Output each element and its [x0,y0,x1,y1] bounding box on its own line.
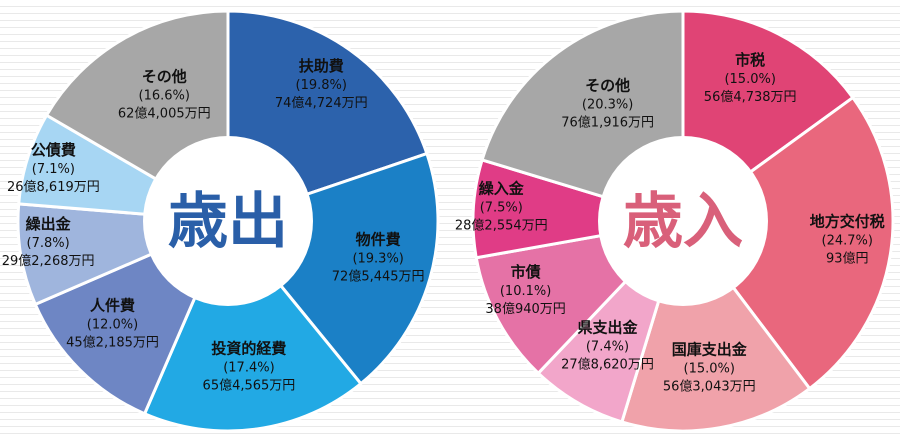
slice-name: 県支出金 [577,319,638,337]
slice-label: その他 (20.3%) 76億1,916万円 [561,77,654,131]
slice-amount: 38億940万円 [485,301,565,317]
chart-center-title: 歳入 [623,187,743,257]
slice-label: 県支出金 (7.4%) 27億8,620万円 [561,319,654,373]
slice-amount: 45億2,185万円 [66,334,159,350]
slice-amount: 65億4,565万円 [203,378,296,394]
slice-name: 国庫支出金 [672,341,748,359]
pie-slice [471,158,685,260]
slice-label: 投資的経費 (17.4%) 65億4,565万円 [203,340,296,394]
slice-label: 繰出金 (7.8%) 29億2,268万円 [2,215,95,269]
slice-name: 市税 [735,51,765,69]
slice-label: 市債 (10.1%) 38億940万円 [485,263,565,317]
slice-amount: 56億4,738万円 [704,89,797,105]
slice-label: 繰入金 (7.5%) 28億2,554万円 [455,179,548,233]
chart-center-title: 歳出 [168,187,288,257]
slice-amount: 72億5,445万円 [332,268,425,284]
slice-amount: 27億8,620万円 [561,357,654,373]
slice-percent: (16.6%) [139,89,190,104]
slice-label: 物件費 (19.3%) 72億5,445万円 [332,230,425,284]
slice-percent: (15.0%) [684,362,735,377]
pie-slice [681,96,895,391]
slice-percent: (7.8%) [27,236,70,251]
slice-amount: 26億8,619万円 [7,179,100,195]
donut-hole [598,136,768,306]
slice-name: 市債 [511,263,541,281]
slice-name: 物件費 [356,230,401,248]
slice-percent: (12.0%) [87,317,138,332]
slice-percent: (10.1%) [500,284,551,299]
slice-label: 公債費 (7.1%) 26億8,619万円 [7,141,100,195]
slice-percent: (19.3%) [352,251,403,266]
slice-label: 国庫支出金 (15.0%) 56億3,043万円 [663,341,756,395]
slice-name: 投資的経費 [211,340,286,358]
slice-percent: (7.4%) [586,340,629,355]
pie-slice [143,219,363,433]
slice-name: 繰入金 [479,179,525,197]
slices [16,9,440,433]
slice-percent: (19.8%) [296,78,347,93]
slice-percent: (7.5%) [480,200,523,215]
slice-name: 繰出金 [26,215,72,233]
slice-name: その他 [585,77,630,95]
slice-percent: (24.7%) [822,234,873,249]
slice-amount: 93億円 [826,251,869,267]
slice-label: 市税 (15.0%) 56億4,738万円 [704,51,797,105]
slice-percent: (15.0%) [724,72,775,87]
slice-amount: 76億1,916万円 [561,115,654,131]
slice-name: 人件費 [90,296,135,314]
slice-amount: 62億4,005万円 [118,106,211,122]
slice-label: 扶助費 (19.8%) 74億4,724万円 [275,57,368,111]
slice-amount: 29億2,268万円 [2,253,95,269]
slice-percent: (7.1%) [32,162,75,177]
slice-name: その他 [142,68,187,86]
slice-amount: 56億3,043万円 [663,379,756,395]
slice-name: 扶助費 [299,57,344,75]
slice-name: 地方交付税 [810,213,885,231]
slice-label: 地方交付税 (24.7%) 93億円 [810,213,885,267]
slice-amount: 74億4,724万円 [275,95,368,111]
slice-percent: (20.3%) [582,98,633,113]
slice-label: その他 (16.6%) 62億4,005万円 [118,68,211,122]
slice-label: 人件費 (12.0%) 45億2,185万円 [66,296,159,350]
slice-name: 公債費 [31,141,76,159]
donut-hole [143,136,313,306]
slice-amount: 28億2,554万円 [455,217,548,233]
slice-percent: (17.4%) [223,361,274,376]
